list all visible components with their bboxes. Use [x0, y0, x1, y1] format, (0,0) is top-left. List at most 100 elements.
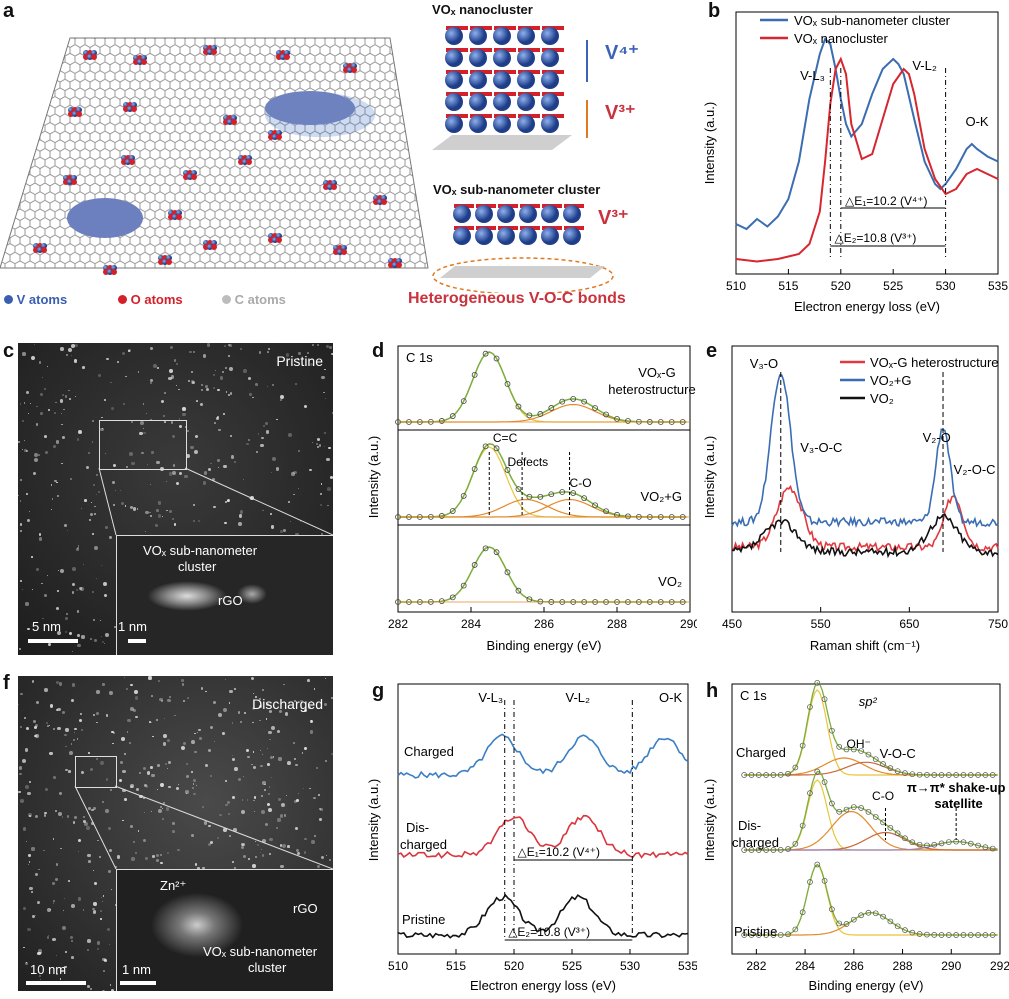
data-point	[748, 772, 755, 778]
data-point	[493, 549, 500, 556]
svg-text:Binding energy (eV): Binding energy (eV)	[487, 638, 602, 653]
data-point	[460, 582, 467, 589]
panel-letter-g: g	[372, 680, 385, 702]
data-point	[909, 839, 916, 846]
b-xlabel: Electron energy loss (eV)	[794, 299, 940, 314]
data-point	[515, 587, 522, 594]
inset-label-cluster-2: cluster	[248, 960, 287, 975]
atom	[231, 119, 237, 125]
data-point	[792, 840, 799, 847]
svg-text:Intensity (a.u.): Intensity (a.u.)	[366, 436, 381, 518]
data-point	[894, 768, 901, 775]
trace-label-dis: Dis-	[406, 820, 429, 835]
data-point	[799, 822, 806, 829]
data-point	[559, 398, 566, 405]
data-point	[960, 772, 967, 778]
fit-component	[744, 840, 998, 851]
data-point	[814, 680, 821, 686]
trace-label-mid: VO₂+G	[640, 489, 682, 504]
inset-label-cluster-2: cluster	[178, 559, 217, 574]
v-atom	[445, 93, 463, 111]
data-point	[843, 746, 850, 753]
inset-label-zn: Zn²⁺	[160, 878, 187, 893]
v4-label: V⁴⁺	[605, 42, 639, 64]
fit-component	[744, 864, 998, 936]
v-atom	[517, 93, 535, 111]
subnano-title: VOₓ sub-nanometer cluster	[433, 182, 601, 197]
data-point	[975, 932, 981, 938]
data-point	[449, 508, 456, 514]
legend-v-atoms: V atoms	[4, 292, 67, 307]
v-atom	[541, 49, 559, 67]
data-point	[887, 824, 894, 831]
v-atom	[469, 93, 487, 111]
data-point	[482, 545, 489, 552]
vox-clusters	[33, 45, 402, 275]
v-atom	[445, 71, 463, 89]
annotation-defects: Defects	[508, 455, 549, 469]
v-atom	[497, 205, 515, 223]
v-atom	[517, 27, 535, 45]
zoom-box	[99, 420, 187, 470]
data-point	[938, 840, 945, 847]
inset-label-rgo: rGO	[293, 901, 318, 916]
data-point	[960, 839, 967, 846]
data-point	[945, 772, 952, 778]
data-point	[829, 800, 835, 807]
data-point	[493, 445, 500, 452]
panel-letter-c: c	[3, 340, 15, 362]
scale-label-inset: 1 nm	[118, 619, 147, 634]
inset-label-rgo: rGO	[218, 593, 243, 608]
data-point	[916, 771, 923, 778]
data-point	[975, 842, 981, 849]
x-tick-label: 286	[534, 617, 554, 631]
data-point	[792, 764, 799, 771]
atom	[76, 111, 82, 117]
scale-label-inset: 1 nm	[122, 962, 151, 977]
fit-envelope	[744, 770, 998, 851]
core-level-label: C 1s	[740, 688, 767, 703]
x-tick-label: 650	[899, 617, 919, 631]
data-point	[865, 808, 872, 815]
x-tick-label: 286	[844, 959, 864, 973]
data-point	[938, 932, 945, 938]
v-atom	[541, 93, 559, 111]
svg-text:Intensity (a.u.): Intensity (a.u.)	[702, 779, 717, 861]
atom	[246, 159, 252, 165]
annotation-de2: △E₂=10.8 (V³⁺)	[508, 925, 590, 939]
data-point	[931, 932, 938, 938]
series-line	[731, 484, 999, 553]
v-atom	[493, 49, 511, 67]
chart-g: 510 515 520 525 530 535 V-L₃ V-L₂ O-K △E₁=10.2 (V…	[366, 683, 697, 993]
inset-image	[116, 869, 333, 991]
v-atom	[563, 205, 581, 223]
v-atom	[493, 93, 511, 111]
graphene-sheet-illustration	[0, 37, 429, 275]
data-point	[850, 916, 857, 923]
data-point	[924, 931, 930, 938]
x-tick-label: 535	[678, 959, 697, 973]
atom	[129, 159, 135, 165]
annotation-v2oc: V₂-O-C	[954, 462, 996, 477]
data-point	[438, 513, 445, 519]
data-point	[741, 772, 748, 778]
annotation-v2o: V₂-O	[923, 430, 951, 445]
inset-image	[116, 535, 333, 655]
nanocluster-title: VOₓ nanocluster	[432, 2, 533, 17]
v-atom	[519, 205, 537, 223]
fit-envelope	[744, 863, 998, 936]
panel-letter-e: e	[706, 340, 718, 362]
atom	[276, 237, 282, 243]
v-atom	[453, 205, 471, 223]
annotation-sp2: sp²	[859, 694, 878, 709]
v-atom	[519, 227, 537, 245]
data-point	[909, 771, 916, 778]
fit-component	[398, 546, 687, 603]
legend-label: VOₓ sub-nanometer cluster	[794, 13, 951, 28]
zoom-box	[75, 756, 117, 788]
trace-label-top-2: heterostructure	[608, 382, 695, 397]
scale-label-main: 5 nm	[32, 619, 61, 634]
data-point	[526, 493, 533, 500]
panel-letter-a: a	[3, 0, 15, 22]
v-atom	[541, 71, 559, 89]
